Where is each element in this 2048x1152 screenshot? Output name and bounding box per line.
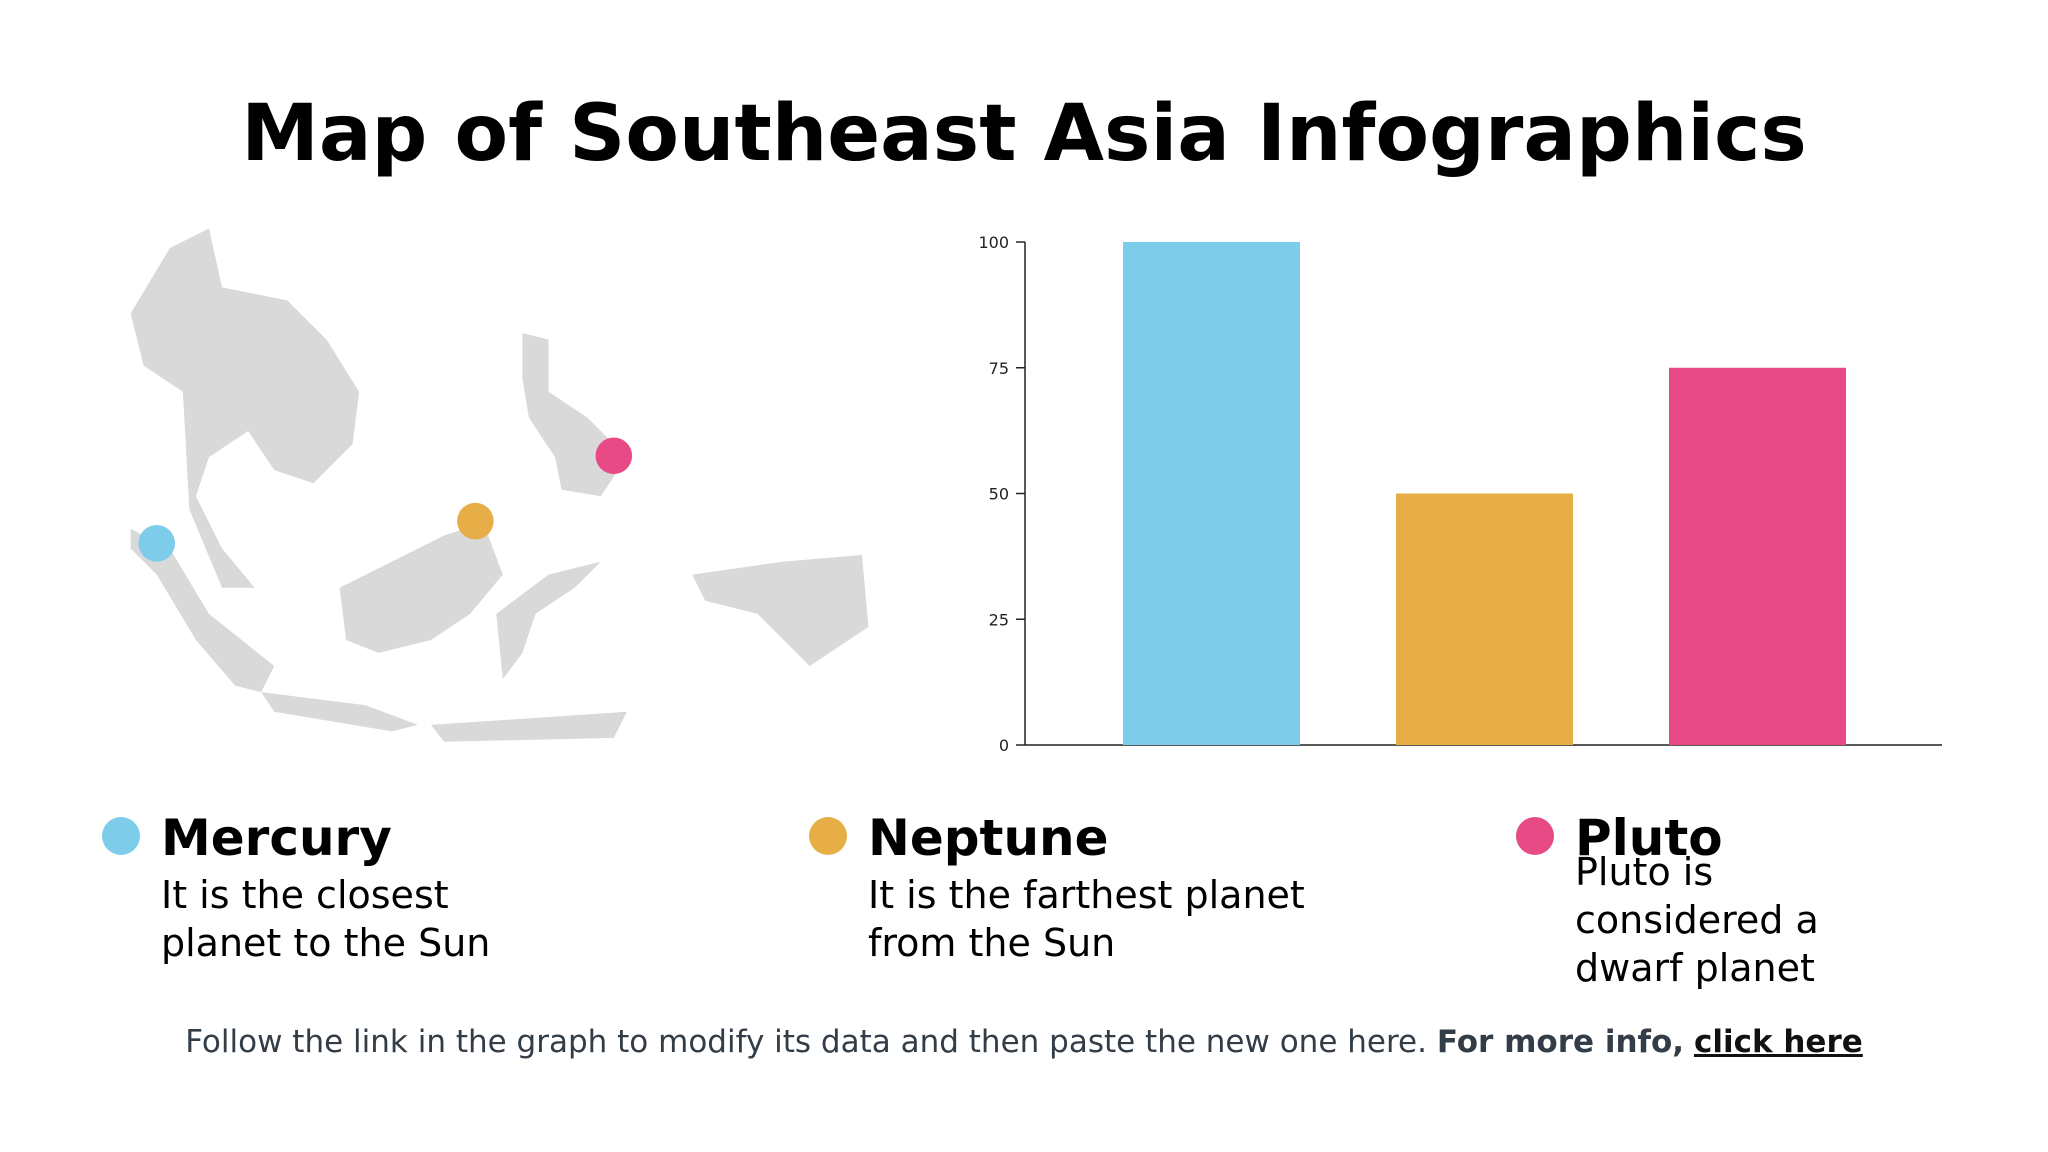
footer-bold: For more info, [1436, 1024, 1685, 1060]
item-description: planet to the Sun [161, 921, 490, 965]
item-description: Pluto is [1575, 850, 1713, 894]
y-tick-label: 75 [989, 359, 1009, 378]
footer-text: Follow the link in the graph to modify i… [185, 1024, 1427, 1060]
bar [1123, 242, 1300, 745]
bar [1669, 367, 1846, 745]
item-name: Pluto [1575, 809, 1723, 867]
footer: Follow the link in the graph to modify i… [0, 1024, 2048, 1060]
item-description: considered a [1575, 898, 1819, 942]
legend-dot [809, 817, 847, 855]
item-description: It is the farthest planet [868, 873, 1305, 917]
item-description: dwarf planet [1575, 946, 1815, 990]
legend-dot [102, 817, 140, 855]
footer-link[interactable]: click here [1693, 1024, 1863, 1060]
legend-dot [1516, 817, 1554, 855]
item-description: It is the closest [161, 873, 449, 917]
y-tick-label: 25 [989, 610, 1009, 629]
item-name: Neptune [868, 809, 1109, 867]
bar [1396, 493, 1573, 745]
canvas: Map of Southeast Asia Infographics 0 25 50… [102, 89, 1942, 990]
item-description: from the Sun [868, 921, 1115, 965]
bar-chart: 0 25 50 75 100 [978, 233, 1942, 755]
y-tick-label: 50 [989, 485, 1009, 504]
title: Map of Southeast Asia Infographics [241, 89, 1807, 179]
item-name: Mercury [161, 809, 392, 867]
y-tick-label: 0 [999, 736, 1009, 755]
map [130, 228, 869, 742]
y-tick-label: 100 [978, 233, 1009, 252]
